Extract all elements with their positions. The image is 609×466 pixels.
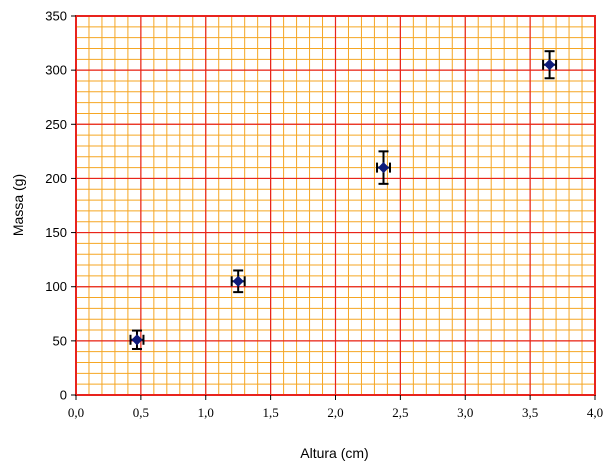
y-tick-label: 200 <box>45 171 67 186</box>
x-tick-label: 3,0 <box>457 405 473 420</box>
y-tick-label: 250 <box>45 117 67 132</box>
y-axis-title: Massa (g) <box>10 174 26 236</box>
y-tick-label: 0 <box>60 388 67 403</box>
x-tick-label: 1,0 <box>198 405 214 420</box>
y-tick-labels: 0 50 100 150 200 250 300 350 <box>45 9 76 403</box>
x-tick-label: 2,0 <box>327 405 343 420</box>
data-points <box>131 59 556 346</box>
y-tick-label: 150 <box>45 225 67 240</box>
data-point <box>232 275 244 287</box>
x-tick-label: 0,5 <box>133 405 149 420</box>
x-tick-label: 3,5 <box>522 405 538 420</box>
y-tick-label: 50 <box>53 333 67 348</box>
data-point <box>131 334 143 346</box>
y-tick-label: 100 <box>45 279 67 294</box>
y-tick-label: 350 <box>45 9 67 24</box>
x-tick-label: 2,5 <box>392 405 408 420</box>
x-tick-label: 1,5 <box>263 405 279 420</box>
data-point <box>377 162 390 174</box>
data-point <box>544 59 556 71</box>
x-axis-title: Altura (cm) <box>300 445 368 461</box>
x-tick-label: 0,0 <box>68 405 84 420</box>
y-tick-label: 300 <box>45 63 67 78</box>
x-tick-label: 4,0 <box>587 405 603 420</box>
x-tick-labels: 0,0 0,5 1,0 1,5 2,0 2,5 3,0 3,5 4,0 <box>68 395 603 420</box>
